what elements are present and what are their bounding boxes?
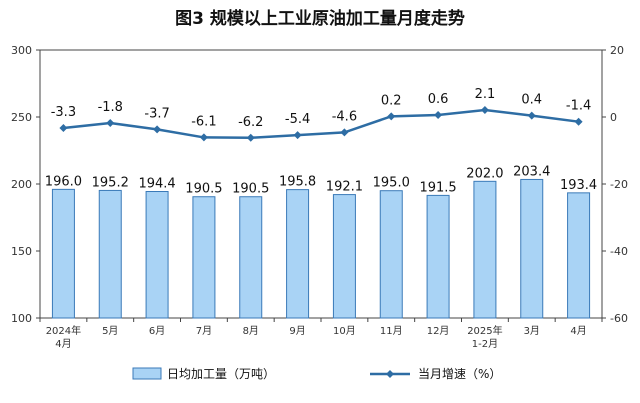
left-axis-tick-label: 150 (11, 245, 32, 258)
legend-line-label: 当月增速（%） (418, 367, 501, 381)
right-axis-tick-label: -20 (610, 178, 628, 191)
x-axis-tick-label: 2024年 (46, 324, 81, 337)
line-data-label: -6.1 (191, 114, 216, 129)
left-axis-tick-label: 250 (11, 111, 32, 124)
line-point (199, 133, 208, 142)
chart-title: 图3 规模以上工业原油加工量月度走势 (175, 8, 465, 29)
line-data-label: -1.8 (98, 100, 123, 115)
bar-data-label: 193.4 (560, 178, 597, 193)
legend-bar-swatch (132, 367, 162, 380)
line-point (106, 119, 115, 128)
bar-data-label: 202.0 (466, 166, 503, 181)
line-data-label: -3.3 (51, 105, 76, 120)
line-point (480, 105, 489, 114)
line-data-label: 0.4 (521, 93, 542, 108)
bar (332, 194, 356, 319)
x-axis-tick-label: 4月 (570, 325, 586, 337)
left-axis-tick-label: 300 (11, 44, 32, 57)
bar (520, 178, 544, 319)
line-data-label: 2.1 (475, 87, 496, 102)
legend: 日均加工量（万吨） 当月增速（%） (132, 367, 501, 381)
line-point (246, 133, 255, 142)
x-axis-tick-label: 8月 (243, 325, 259, 337)
legend-line-marker (386, 370, 394, 378)
bar (379, 190, 403, 319)
line-point (387, 112, 396, 121)
bar (286, 189, 310, 319)
bar-data-label: 195.0 (373, 176, 410, 191)
line-data-label: 0.2 (381, 93, 402, 108)
bar-data-label: 192.1 (326, 180, 363, 195)
x-axis-tick-label: 9月 (289, 325, 305, 337)
line-point (153, 125, 162, 134)
bar-data-label: 191.5 (419, 180, 456, 195)
line-data-label: -4.6 (332, 109, 357, 124)
bar (145, 191, 169, 319)
x-axis-tick-label: 11月 (380, 325, 403, 337)
x-axis-tick-label: 2025年 (467, 324, 502, 337)
bar-data-label: 190.5 (185, 182, 222, 197)
line-data-label: -5.4 (285, 112, 310, 127)
line-point (527, 111, 536, 120)
growth-line (63, 108, 579, 140)
left-axis-tick-label: 100 (11, 312, 32, 325)
right-axis-tick-label: 0 (610, 111, 617, 124)
x-axis-tick-label: 3月 (524, 325, 540, 337)
line-point (340, 128, 349, 137)
bar-data-label: 195.8 (279, 175, 316, 190)
x-axis-tick-label: 5月 (102, 325, 118, 337)
line-data-label: -1.4 (566, 99, 591, 114)
line-point (574, 117, 583, 126)
bar-data-label: 195.2 (92, 175, 129, 190)
x-axis-tick-label: 4月 (55, 338, 71, 350)
bar (192, 196, 216, 319)
right-axis-tick-label: 20 (610, 44, 624, 57)
line-data-label: -6.2 (238, 115, 263, 130)
right-axis-tick-label: -40 (610, 245, 628, 258)
line-data-label: -3.7 (144, 106, 169, 121)
bar (567, 192, 591, 319)
x-axis-tick-label: 10月 (333, 325, 356, 337)
x-axis-tick-label: 12月 (427, 325, 450, 337)
bar (51, 188, 75, 319)
right-axis-tick-label: -60 (610, 312, 628, 325)
bar (239, 196, 263, 319)
x-axis-tick-label: 1-2月 (472, 338, 498, 350)
line-point (59, 124, 68, 133)
bar-data-label: 196.0 (45, 174, 82, 189)
bar-data-label: 190.5 (232, 182, 269, 197)
bar (426, 194, 450, 319)
bar (473, 180, 497, 319)
bar-data-label: 203.4 (513, 164, 550, 179)
legend-bar-label: 日均加工量（万吨） (167, 367, 275, 381)
left-axis-tick-label: 200 (11, 178, 32, 191)
line-point (293, 131, 302, 140)
bar (98, 189, 122, 319)
x-axis-tick-label: 7月 (196, 325, 212, 337)
line-point (434, 110, 443, 119)
line-data-label: 0.6 (428, 92, 449, 107)
x-axis-tick-label: 6月 (149, 325, 165, 337)
bar-data-label: 194.4 (138, 177, 175, 192)
